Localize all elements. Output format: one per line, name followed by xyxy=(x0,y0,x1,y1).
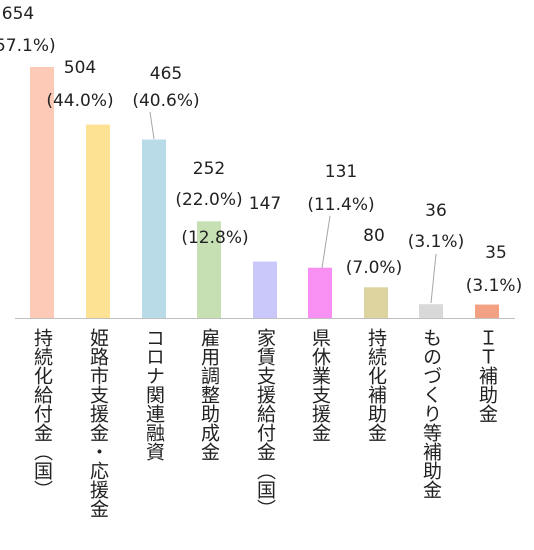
category-label: 県休業支援金 xyxy=(309,328,331,442)
category-label: 持続化補助金 xyxy=(365,328,387,442)
bar xyxy=(142,139,166,318)
percent-label: (44.0%) xyxy=(46,91,113,111)
bar xyxy=(364,287,388,318)
percent-label: (12.8%) xyxy=(181,228,248,248)
category-label: 持続化給付金（国） xyxy=(31,328,53,499)
leader-line xyxy=(321,215,331,269)
category-label: ものづくり等補助金 xyxy=(420,328,442,499)
value-label: 36 xyxy=(425,201,447,221)
bar xyxy=(419,304,443,318)
category-label: ＩＴ補助金 xyxy=(476,328,498,423)
percent-label: (57.1%) xyxy=(0,36,56,56)
value-label: 252 xyxy=(193,159,225,179)
percent-label: (3.1%) xyxy=(408,232,464,252)
bar xyxy=(308,267,332,318)
bar xyxy=(86,124,110,318)
value-label: 654 xyxy=(2,4,34,24)
value-label: 504 xyxy=(64,58,96,78)
bar xyxy=(253,261,277,318)
percent-label: (11.4%) xyxy=(307,195,374,215)
value-label: 35 xyxy=(485,243,507,263)
category-label: 家賃支援給付金（国） xyxy=(254,328,276,518)
bar xyxy=(475,304,499,318)
value-label: 80 xyxy=(363,226,385,246)
bar xyxy=(197,221,221,318)
leader-line xyxy=(149,111,155,140)
value-label: 465 xyxy=(150,64,182,84)
value-label: 131 xyxy=(325,162,357,182)
category-label: 雇用調整助成金 xyxy=(198,328,220,461)
percent-label: (40.6%) xyxy=(132,91,199,111)
percent-label: (7.0%) xyxy=(346,258,402,278)
value-label: 147 xyxy=(249,194,281,214)
category-label: コロナ関連融資 xyxy=(143,328,165,461)
bar xyxy=(30,67,54,318)
percent-label: (3.1%) xyxy=(466,276,522,296)
category-label: 姫路市支援金・応援金 xyxy=(87,328,109,518)
percent-label: (22.0%) xyxy=(175,190,242,210)
leader-line xyxy=(430,253,437,304)
